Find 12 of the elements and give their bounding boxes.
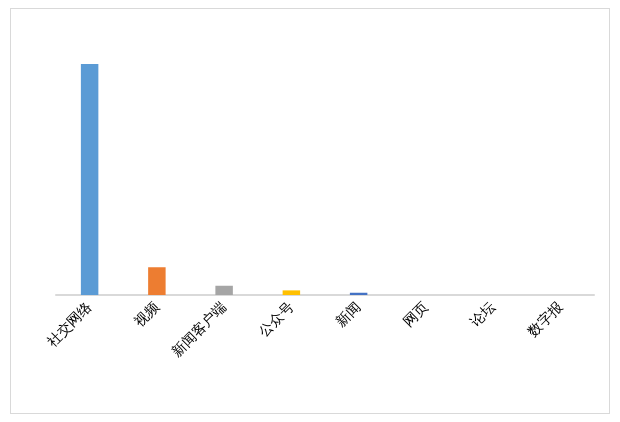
x-tick-label: 社交网络 (44, 299, 96, 350)
x-tick-label: 视频 (131, 299, 163, 330)
x-tick-label: 数字报 (525, 299, 566, 340)
bar (148, 267, 166, 295)
x-tick-label: 公众号 (256, 299, 298, 340)
bar (215, 286, 233, 295)
bar (282, 290, 300, 295)
x-tick-label: 网页 (400, 299, 432, 330)
x-tick-label: 论坛 (468, 299, 499, 330)
x-tick-label: 新闻 (333, 299, 364, 330)
bar (80, 64, 98, 295)
x-tick-label: 新闻客户端 (168, 299, 230, 360)
